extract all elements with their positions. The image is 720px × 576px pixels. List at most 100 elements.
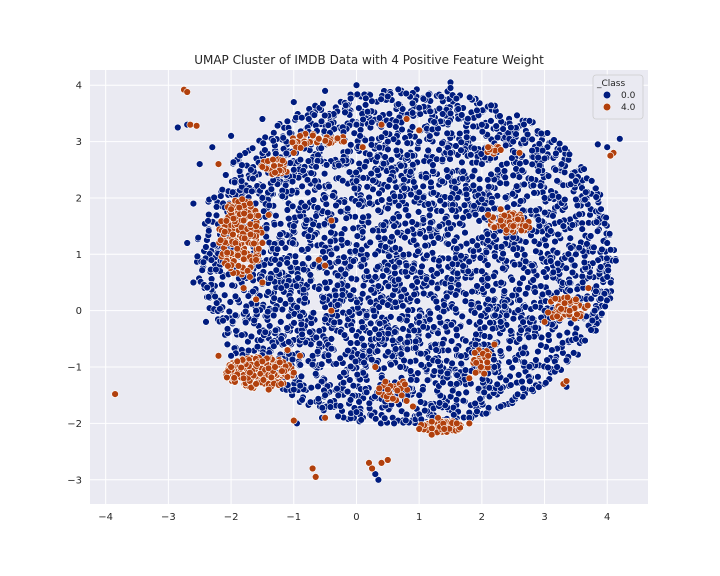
point-class-0: [544, 172, 553, 180]
point-class-0: [343, 239, 352, 247]
point-class-0: [264, 288, 272, 296]
point-class-0: [367, 169, 375, 178]
point-class-0: [223, 340, 232, 349]
point-class-0: [534, 347, 542, 356]
data-point-class-4-17: [497, 146, 505, 154]
point-class-0: [430, 367, 439, 375]
data-point-class-4-55: [471, 369, 480, 377]
point-class-0: [507, 327, 515, 335]
data-point-class-0-35: [290, 166, 298, 174]
point-class-0: [373, 166, 381, 175]
point-class-0: [598, 245, 606, 254]
point-class-0: [497, 243, 506, 251]
point-class-0: [426, 309, 434, 317]
point-class-0: [525, 333, 533, 341]
point-class-0: [212, 265, 220, 274]
point-class-0: [502, 376, 510, 384]
data-point-class-4-41: [258, 357, 267, 366]
point-class-0: [461, 229, 469, 237]
point-class-0: [332, 291, 340, 299]
point-class-0: [334, 257, 342, 266]
point-class-0: [271, 305, 279, 314]
point-class-0: [502, 141, 510, 150]
data-point-class-4-42: [233, 357, 242, 366]
point-class-0: [359, 213, 367, 222]
data-point-class-0-93: [402, 261, 411, 270]
point-class-4: [255, 245, 263, 253]
point-class-0: [475, 175, 484, 183]
point-class-0: [218, 280, 226, 289]
data-point-class-0-11: [509, 137, 517, 146]
point-class-4: [500, 211, 508, 220]
point-class-0: [491, 311, 499, 319]
point-class-0: [270, 294, 278, 302]
point-class-0: [438, 155, 447, 164]
y-axis-ticks: −3 −2 −1 0 1 2 3 4: [67, 81, 82, 487]
point-class-0: [400, 356, 408, 365]
point-class-0: [395, 315, 404, 323]
legend-marker-1: [602, 102, 612, 112]
data-point-class-4-67: [584, 284, 593, 292]
point-class-0: [333, 385, 341, 393]
point-class-0: [596, 295, 605, 303]
y-tick-label-6: 3: [76, 137, 82, 148]
point-class-0: [360, 359, 368, 367]
point-class-0: [401, 219, 409, 228]
point-class-0: [409, 265, 417, 273]
point-class-0: [554, 230, 562, 239]
point-class-0: [507, 123, 515, 132]
data-point-class-4-4: [192, 122, 201, 130]
point-class-0: [312, 163, 320, 171]
data-point-class-0-63: [384, 183, 392, 191]
point-class-0: [437, 207, 446, 215]
data-point-class-0-16: [603, 273, 611, 281]
point-class-0: [375, 303, 383, 311]
data-point-class-0-107: [371, 470, 379, 478]
point-class-0: [423, 251, 431, 260]
point-class-0: [516, 159, 524, 168]
point-class-0: [281, 300, 290, 308]
point-class-0: [521, 257, 530, 266]
point-class-0: [408, 282, 416, 290]
point-class-0: [394, 275, 403, 284]
point-class-0: [519, 384, 527, 392]
point-class-0: [444, 346, 452, 354]
point-class-0: [429, 161, 437, 169]
point-class-0: [462, 388, 470, 397]
data-point-class-4-43: [271, 363, 279, 371]
point-class-0: [241, 307, 250, 316]
point-class-4: [270, 162, 278, 170]
point-class-0: [606, 246, 615, 254]
point-class-0: [207, 256, 216, 264]
y-tick-label-2: −1: [67, 363, 82, 374]
point-class-0: [587, 177, 596, 185]
point-class-0: [403, 345, 412, 353]
point-class-0: [297, 320, 306, 328]
point-class-0: [592, 184, 600, 193]
point-class-0: [357, 416, 365, 424]
point-class-4: [223, 249, 231, 257]
point-class-4: [502, 226, 511, 234]
point-class-0: [570, 261, 579, 270]
point-class-0: [368, 118, 376, 127]
data-point-class-4-40: [283, 346, 292, 354]
point-class-0: [499, 264, 507, 272]
point-class-0: [447, 275, 455, 283]
point-class-0: [552, 149, 560, 158]
point-class-0: [518, 377, 526, 386]
point-class-0: [236, 151, 244, 160]
point-class-0: [378, 196, 386, 204]
point-class-0: [458, 111, 466, 119]
point-class-0: [537, 282, 545, 290]
data-point-class-4-80: [606, 152, 615, 160]
point-class-0: [424, 90, 433, 99]
point-class-0: [546, 257, 555, 265]
point-class-0: [213, 299, 221, 307]
point-class-0: [385, 110, 394, 118]
point-class-0: [470, 202, 478, 210]
point-class-0: [376, 319, 384, 328]
point-class-0: [461, 297, 470, 305]
point-class-0: [322, 161, 331, 169]
point-class-0: [307, 384, 315, 392]
point-class-0: [444, 219, 453, 227]
